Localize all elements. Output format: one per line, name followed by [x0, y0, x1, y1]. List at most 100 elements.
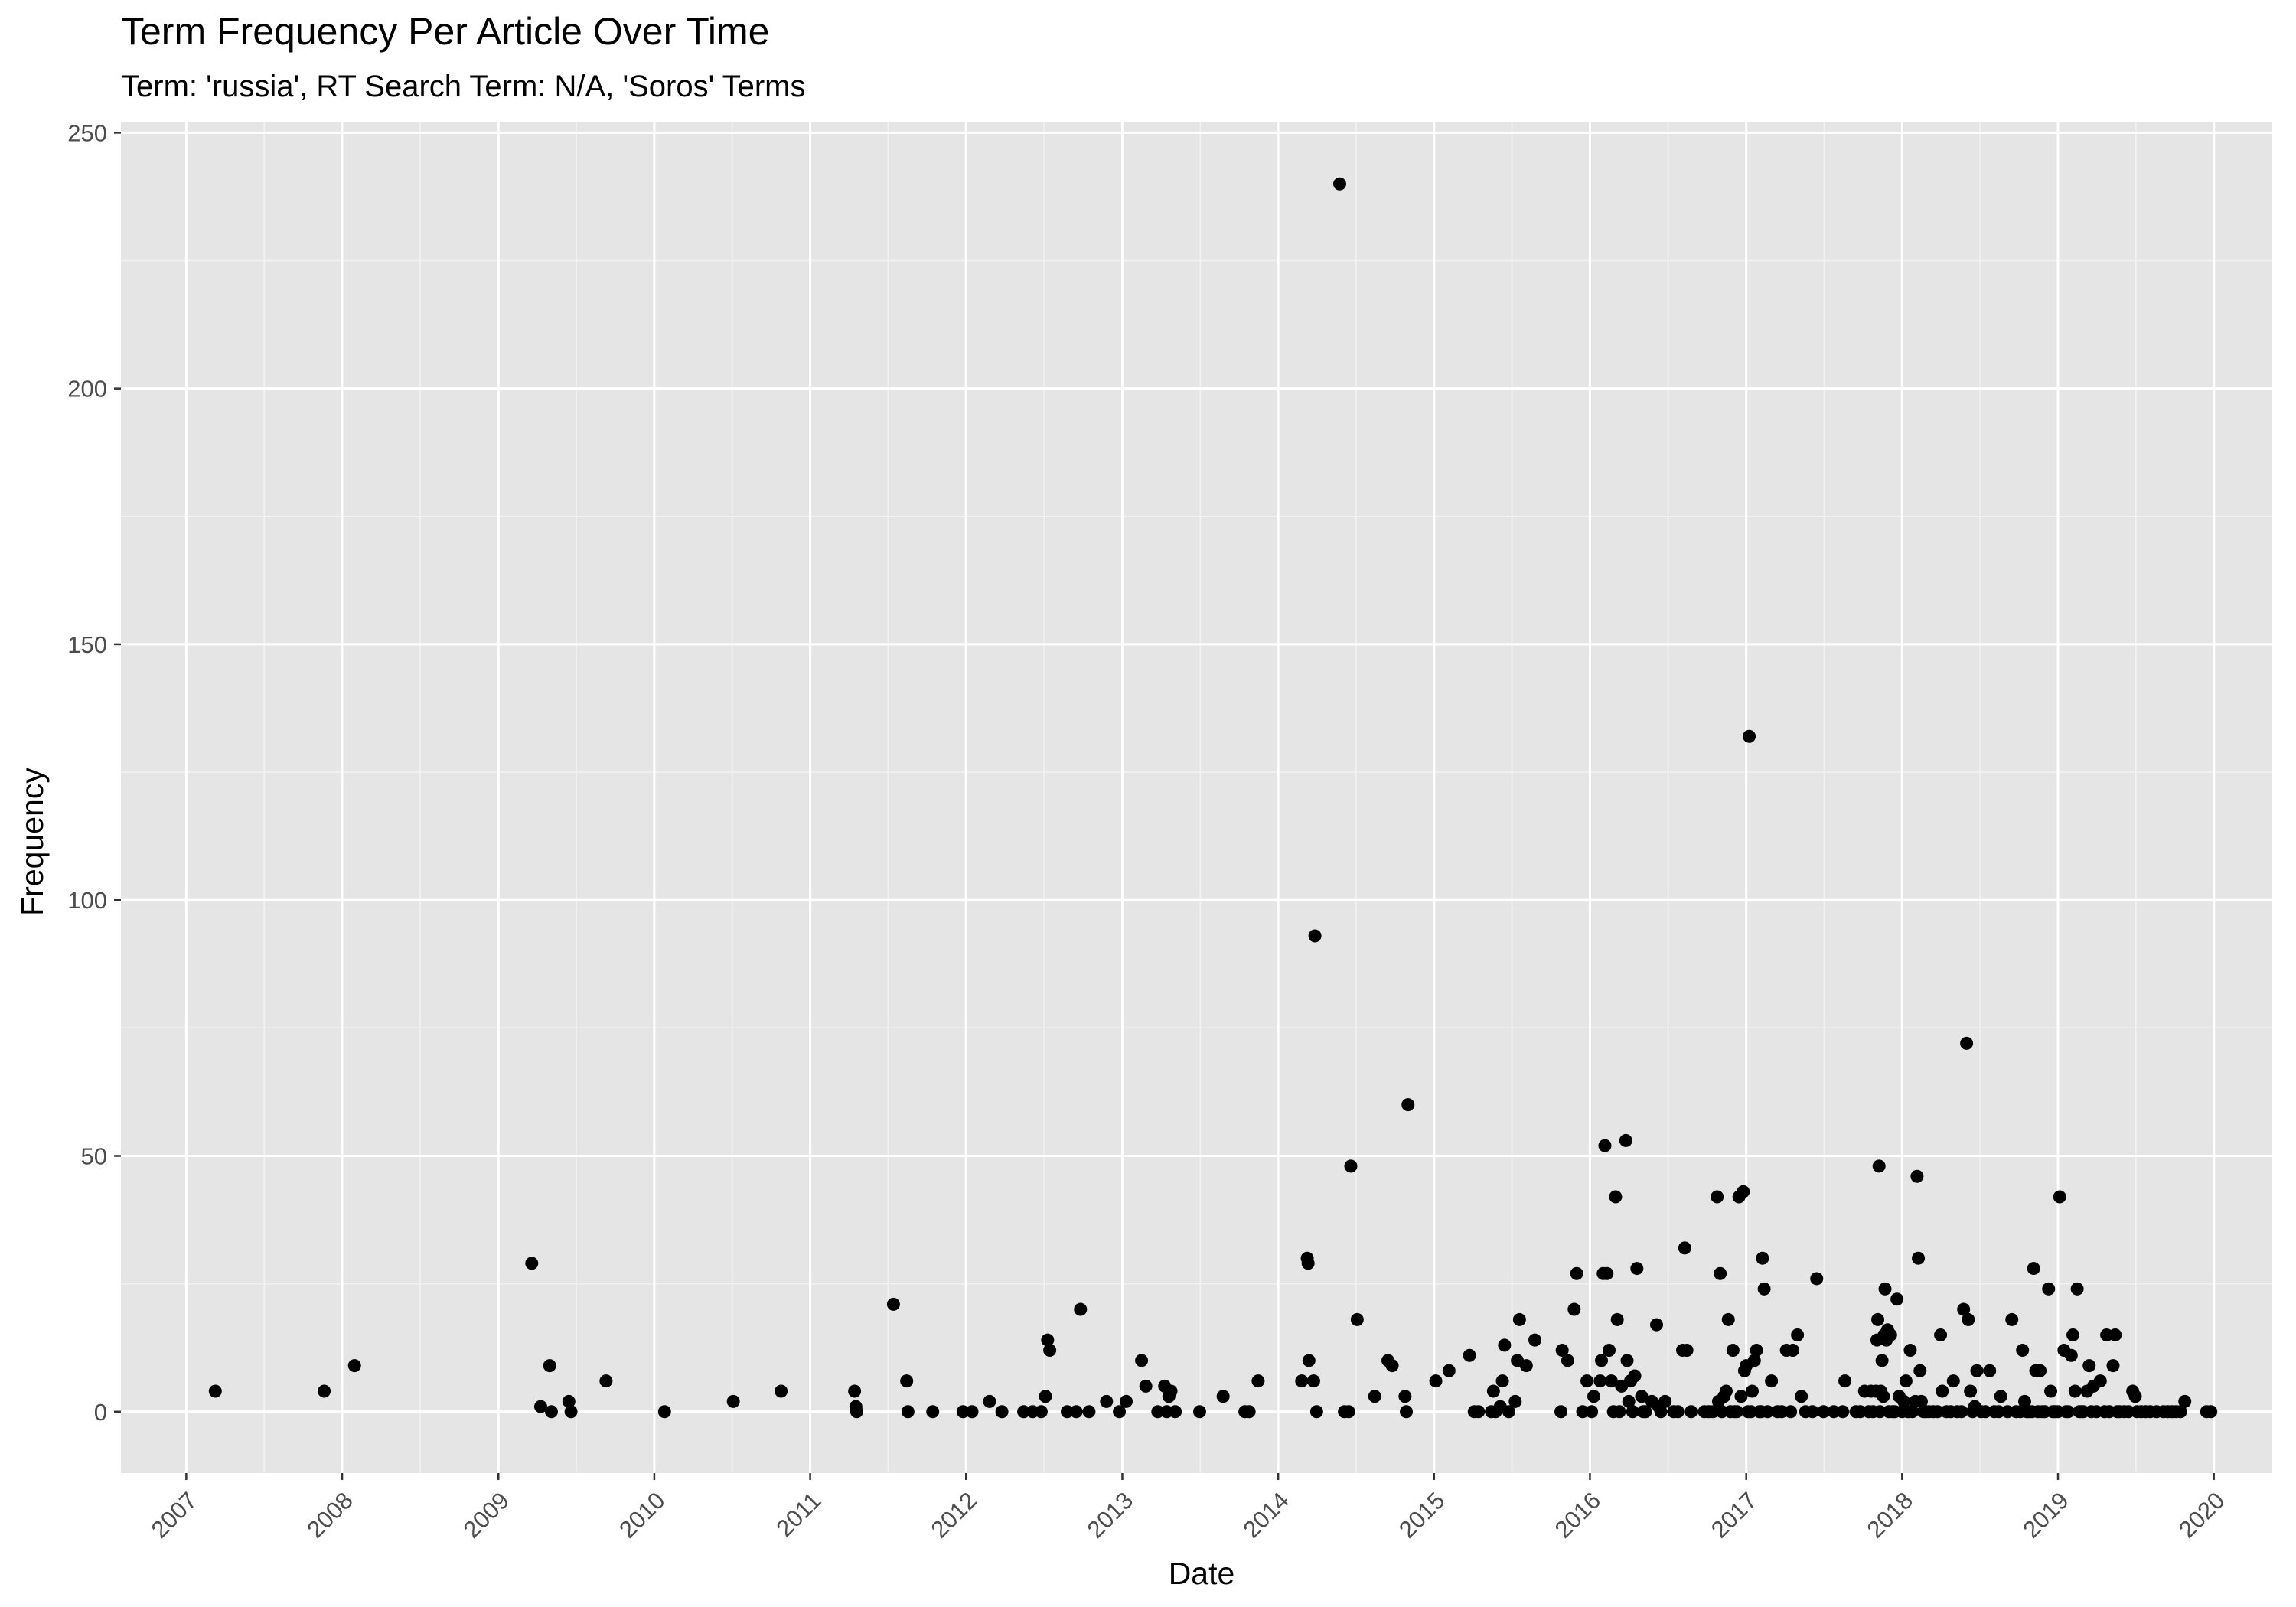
data-point — [1302, 1354, 1316, 1367]
data-point — [1069, 1405, 1083, 1419]
data-point — [1508, 1394, 1522, 1408]
data-point — [1630, 1262, 1644, 1276]
data-point — [1684, 1405, 1698, 1419]
data-point — [1498, 1338, 1512, 1352]
data-point — [1761, 1405, 1775, 1419]
data-point — [1216, 1390, 1230, 1403]
data-point — [1711, 1190, 1724, 1204]
data-point — [1719, 1384, 1733, 1398]
data-point — [1775, 1405, 1789, 1419]
data-point — [1119, 1394, 1133, 1408]
data-point — [926, 1405, 940, 1419]
data-point — [1620, 1354, 1634, 1367]
data-point — [1502, 1405, 1515, 1419]
data-point — [1169, 1405, 1182, 1419]
data-point — [1554, 1405, 1568, 1419]
data-point — [1671, 1405, 1684, 1419]
data-point — [2033, 1364, 2047, 1377]
data-point — [544, 1405, 558, 1419]
data-point — [1585, 1405, 1599, 1419]
data-point — [1650, 1318, 1664, 1332]
data-point — [1635, 1390, 1649, 1403]
data-point — [1555, 1344, 1569, 1358]
data-point — [1877, 1390, 1890, 1403]
plot-panel — [121, 122, 2272, 1473]
data-point — [2068, 1384, 2082, 1398]
data-point — [1595, 1354, 1609, 1367]
data-point — [2204, 1405, 2218, 1419]
data-point — [1306, 1374, 1320, 1388]
data-point — [1734, 1390, 1748, 1403]
data-point — [1836, 1405, 1850, 1419]
data-point — [1899, 1374, 1913, 1388]
data-point — [1628, 1369, 1642, 1383]
data-point — [956, 1405, 970, 1419]
data-point — [2066, 1328, 2080, 1341]
data-point — [1784, 1405, 1798, 1419]
data-point — [2061, 1405, 2075, 1419]
data-point — [1622, 1394, 1636, 1408]
data-point — [1401, 1098, 1415, 1112]
data-point — [1113, 1405, 1127, 1419]
data-point — [1309, 1405, 1323, 1419]
data-point — [1385, 1359, 1399, 1373]
data-point — [900, 1374, 914, 1388]
minor-gridlines — [121, 122, 2272, 1473]
data-point — [1613, 1405, 1626, 1419]
chart-subtitle: Term: 'russia', RT Search Term: N/A, 'So… — [121, 70, 806, 103]
data-points — [208, 177, 2218, 1419]
data-point — [543, 1359, 556, 1373]
data-point — [1978, 1405, 1992, 1419]
data-point — [1750, 1344, 1763, 1358]
data-point — [1472, 1405, 1486, 1419]
data-point — [2108, 1328, 2122, 1341]
data-point — [1495, 1374, 1509, 1388]
y-tick-label: 150 — [67, 631, 107, 658]
data-point — [1903, 1344, 1917, 1358]
data-point — [1756, 1251, 1769, 1265]
data-point — [1512, 1312, 1526, 1326]
data-point — [1955, 1405, 1968, 1419]
y-tick-label: 200 — [67, 376, 107, 403]
data-point — [1043, 1344, 1057, 1358]
data-point — [1872, 1159, 1886, 1173]
data-point — [2027, 1262, 2040, 1276]
data-point — [1342, 1405, 1355, 1419]
y-tick-label: 50 — [81, 1143, 107, 1169]
data-point — [1912, 1251, 1926, 1265]
data-point — [1680, 1344, 1694, 1358]
data-point — [1580, 1374, 1594, 1388]
data-point — [1747, 1354, 1761, 1367]
data-point — [1332, 177, 1346, 191]
data-point — [2093, 1374, 2107, 1388]
data-point — [1295, 1374, 1309, 1388]
data-point — [1100, 1394, 1114, 1408]
data-point — [1350, 1312, 1364, 1326]
data-point — [1604, 1374, 1618, 1388]
data-point — [1192, 1405, 1206, 1419]
data-point — [564, 1405, 578, 1419]
data-point — [1308, 929, 1322, 943]
data-point — [1610, 1312, 1624, 1326]
data-point — [1957, 1302, 1971, 1316]
data-point — [2070, 1282, 2084, 1296]
data-point — [848, 1384, 862, 1398]
data-point — [726, 1394, 740, 1408]
data-point — [1151, 1405, 1165, 1419]
data-point — [1910, 1169, 1924, 1183]
data-point — [1074, 1302, 1088, 1316]
y-tick-label: 0 — [94, 1399, 107, 1426]
data-point — [1164, 1384, 1178, 1398]
data-point — [2042, 1282, 2056, 1296]
data-point — [1576, 1405, 1590, 1419]
data-point — [1765, 1374, 1779, 1388]
data-point — [1041, 1333, 1055, 1347]
data-point — [562, 1394, 576, 1408]
y-axis: 0 50 100 150 200 250 — [67, 119, 121, 1426]
data-point — [2106, 1359, 2120, 1373]
data-point — [1962, 1312, 1975, 1326]
data-point — [1817, 1405, 1831, 1419]
data-point — [525, 1257, 539, 1270]
data-point — [347, 1359, 361, 1373]
data-point — [1626, 1405, 1639, 1419]
